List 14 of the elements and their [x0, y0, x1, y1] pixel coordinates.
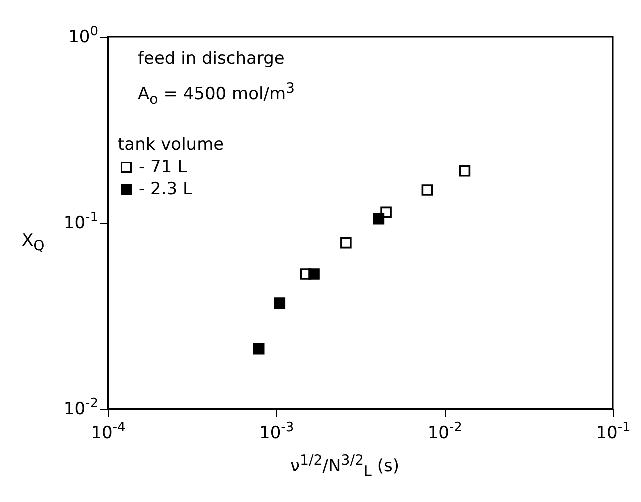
y-tick-label: 10$^{0}$: [68, 24, 98, 48]
legend-label: - 71 L: [139, 158, 188, 178]
x-tick-label: 10$^{-3}$: [260, 420, 294, 444]
y-tick-label: 10$^{-2}$: [64, 396, 98, 420]
x-tick-label: 10$^{-1}$: [596, 420, 631, 444]
annotation: A$_{o}$ = 4500 mol/m$^{3}$: [138, 81, 296, 108]
y-axis-title: X$_{Q}$: [22, 231, 45, 254]
annotation: feed in discharge: [138, 49, 285, 69]
legend-title: tank volume: [118, 135, 224, 155]
legend-label: - 2.3 L: [139, 180, 193, 200]
x-tick-label: 10$^{-2}$: [428, 420, 462, 444]
x-axis-title: ν$^{1/2}$/N$^{3/2}$$_{L}$ (s): [290, 453, 400, 480]
x-tick-label: 10$^{-4}$: [91, 420, 126, 444]
y-tick-label: 10$^{-1}$: [64, 210, 98, 234]
